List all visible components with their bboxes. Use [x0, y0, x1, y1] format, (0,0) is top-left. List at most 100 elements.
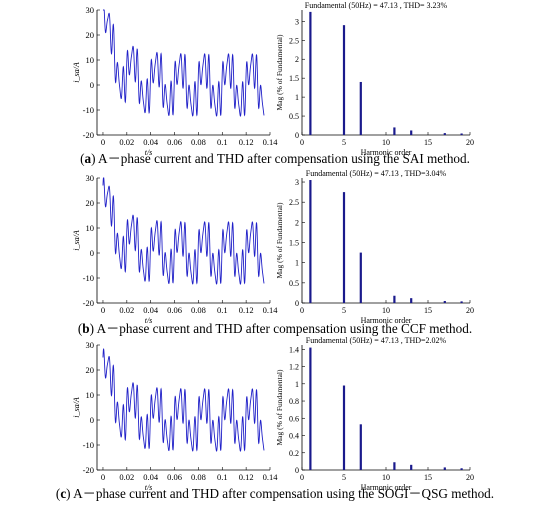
panel-b-waveform-ytick-label: 30	[86, 173, 95, 183]
panel-a-spectrum-title: Fundamental (50Hz) = 47.13 , THD= 3.23%	[305, 1, 448, 10]
panel-a-waveform-ytick-label: 30	[86, 5, 95, 15]
panel-b-spectrum-xtick-label: 5	[342, 306, 346, 315]
caption-a-text: A－phase current and THD after compensati…	[98, 151, 470, 166]
panel-a-spectrum-bar-h5	[342, 25, 346, 135]
panel-b-waveform-ytick-label: 0	[90, 248, 94, 258]
panel-c-waveform-ytick-label: -10	[83, 440, 94, 450]
caption-c-text: A－phase current and THD after compensati…	[73, 486, 495, 501]
panel-c-spectrum-title: Fundamental (50Hz) = 47.13 , THD=2.02%	[306, 336, 447, 345]
panel-b-waveform-xtick-label: 0	[101, 305, 105, 315]
panel-a-spectrum-bar-h7	[359, 81, 362, 135]
panel-c-waveform-ylabel: i_sa/A	[72, 397, 81, 418]
panel-c-waveform-current-waveform	[102, 348, 265, 452]
panel-c-spectrum-ytick-label: 0.2	[289, 449, 299, 458]
panel-b-spectrum-ytick-label: 0	[295, 299, 299, 308]
panel-a-spectrum-ytick-label: 1.5	[289, 74, 299, 83]
panel-a-spectrum-xtick-label: 20	[466, 138, 474, 147]
panel-b-waveform-ytick-label: -20	[83, 298, 94, 308]
panel-b-spectrum-ytick-label: 1.5	[289, 239, 299, 248]
panel-c-waveform-xtick-label: 0.14	[263, 472, 279, 482]
panel-c-spectrum-bar-h1	[309, 347, 312, 470]
panel-a-waveform-ytick-label: 10	[86, 55, 95, 65]
panel-a-waveform-xtick-label: 0.14	[263, 137, 279, 147]
panel-b-waveform-xtick-label: 0.08	[191, 305, 206, 315]
panel-c-waveform-xtick-label: 0.06	[167, 472, 182, 482]
panel-b-waveform-xtick-label: 0.06	[167, 305, 182, 315]
panel-c-spectrum-bar-h19	[460, 468, 463, 470]
panel-b-waveform-current-waveform	[102, 177, 265, 285]
panel-b-spectrum-xtick-label: 20	[466, 306, 474, 315]
panel-a-spectrum-ytick-label: 3	[295, 17, 299, 26]
panel-a-spectrum-ytick-label: 1	[295, 93, 299, 102]
panel-a-waveform-xtick-label: 0.12	[239, 137, 254, 147]
panel-a-waveform-xtick-label: 0.02	[119, 137, 134, 147]
panel-b-waveform-xtick-label: 0.14	[263, 305, 279, 315]
panel-a-spectrum-xtick-label: 0	[300, 138, 304, 147]
panel-b-spectrum-bar-h11	[393, 295, 396, 303]
panel-c-spectrum-xlabel: Harmonic order	[361, 483, 412, 492]
panel-c-spectrum-ytick-label: 0.8	[289, 397, 299, 406]
panel-c-waveform-ytick-label: 10	[86, 390, 95, 400]
panel-c-spectrum-ylabel: Mag (% of Fundamental)	[275, 369, 284, 446]
panel-c-spectrum-bar-h13	[410, 464, 413, 470]
panel-b-spectrum-bar-h19	[460, 301, 463, 303]
panel-c-waveform-xtick-label: 0	[101, 472, 105, 482]
panel-a-waveform-xtick-label: 0.08	[191, 137, 206, 147]
panel-a-waveform-ylabel: i_sa/A	[72, 62, 81, 83]
panel-c-spectrum-ytick-label: 0.4	[289, 432, 299, 441]
panel-c-spectrum-bar-h7	[359, 424, 362, 470]
panel-a-waveform-xtick-label: 0.04	[143, 137, 159, 147]
panel-a-spectrum-bar-h11	[393, 127, 396, 135]
panel-b-waveform-ylabel: i_sa/A	[72, 230, 81, 251]
panel-b-waveform-ytick-label: 20	[86, 198, 95, 208]
panel-a-waveform-current-waveform	[102, 9, 265, 117]
caption-b-text: A－phase current and THD after compensati…	[96, 321, 473, 336]
panel-c-spectrum-ytick-label: 1	[295, 380, 299, 389]
panel-b-spectrum-xlabel: Harmonic order	[361, 316, 412, 325]
caption-b: (b) A－phase current and THD after compen…	[77, 321, 473, 336]
panel-a-waveform-ytick-label: -10	[83, 105, 94, 115]
panel-c-spectrum-xtick-label: 0	[300, 473, 304, 482]
panel-c-spectrum-xtick-label: 15	[424, 473, 432, 482]
panel-a-spectrum-ytick-label: 0.5	[289, 112, 299, 121]
panel-a-waveform-ytick-label: -20	[83, 130, 94, 140]
panel-c-waveform-xtick-label: 0.08	[191, 472, 206, 482]
panel-b-spectrum-bar-h5	[342, 192, 346, 303]
panel-b-spectrum-ytick-label: 2	[295, 218, 299, 227]
panel-b-spectrum-ytick-label: 2.5	[289, 198, 299, 207]
panel-c-spectrum-bar-h5	[342, 385, 346, 470]
panel-c-waveform-xtick-label: 0.02	[119, 472, 134, 482]
panel-c-waveform-xtick-label: 0.12	[239, 472, 254, 482]
panel-b-spectrum-ytick-label: 0.5	[289, 279, 299, 288]
panel-b-spectrum-bar-h7	[359, 252, 362, 303]
panel-a-spectrum-ytick-label: 2.5	[289, 36, 299, 45]
caption-b-label: b	[82, 321, 90, 336]
panel-a-spectrum-ylabel: Mag (% of Fundamental)	[275, 34, 284, 111]
panel-c-spectrum-ytick-label: 1.4	[289, 345, 299, 354]
panel-a-spectrum-bar-h13	[410, 130, 413, 135]
panel-a-waveform-xlabel: t/s	[145, 148, 153, 157]
panel-c-spectrum-ytick-label: 0	[295, 466, 299, 475]
panel-b-waveform-ytick-label: 10	[86, 223, 95, 233]
panel-a-spectrum-xlabel: Harmonic order	[361, 148, 412, 157]
panel-c-waveform-ytick-label: 20	[86, 365, 95, 375]
panel-c-waveform-ytick-label: 0	[90, 415, 94, 425]
panel-c-waveform-ytick-label: 30	[86, 340, 95, 350]
panel-a-waveform-xtick-label: 0.1	[217, 137, 228, 147]
panel-b-waveform-xtick-label: 0.04	[143, 305, 159, 315]
panel-b-spectrum-bar-h17	[443, 300, 446, 303]
panel-a-spectrum-bar-h19	[460, 133, 463, 135]
panel-a-waveform-ytick-label: 20	[86, 30, 95, 40]
panel-c-spectrum-bar-h17	[443, 467, 446, 470]
panel-b-spectrum-xtick-label: 15	[424, 306, 432, 315]
panel-c-waveform-xtick-label: 0.1	[217, 472, 228, 482]
panel-c-waveform-ytick-label: -20	[83, 465, 94, 475]
panel-a-waveform-ytick-label: 0	[90, 80, 94, 90]
panel-c-spectrum-xtick-label: 10	[382, 473, 390, 482]
caption-a: (a) A－phase current and THD after compen…	[80, 151, 470, 166]
panel-a-spectrum-bar-h1	[309, 11, 312, 136]
panel-c-spectrum-xtick-label: 5	[342, 473, 346, 482]
panel-a-waveform-xtick-label: 0.06	[167, 137, 182, 147]
panel-b-spectrum-bar-h13	[410, 298, 413, 303]
panel-b-spectrum-ylabel: Mag (% of Fundamental)	[275, 202, 284, 279]
